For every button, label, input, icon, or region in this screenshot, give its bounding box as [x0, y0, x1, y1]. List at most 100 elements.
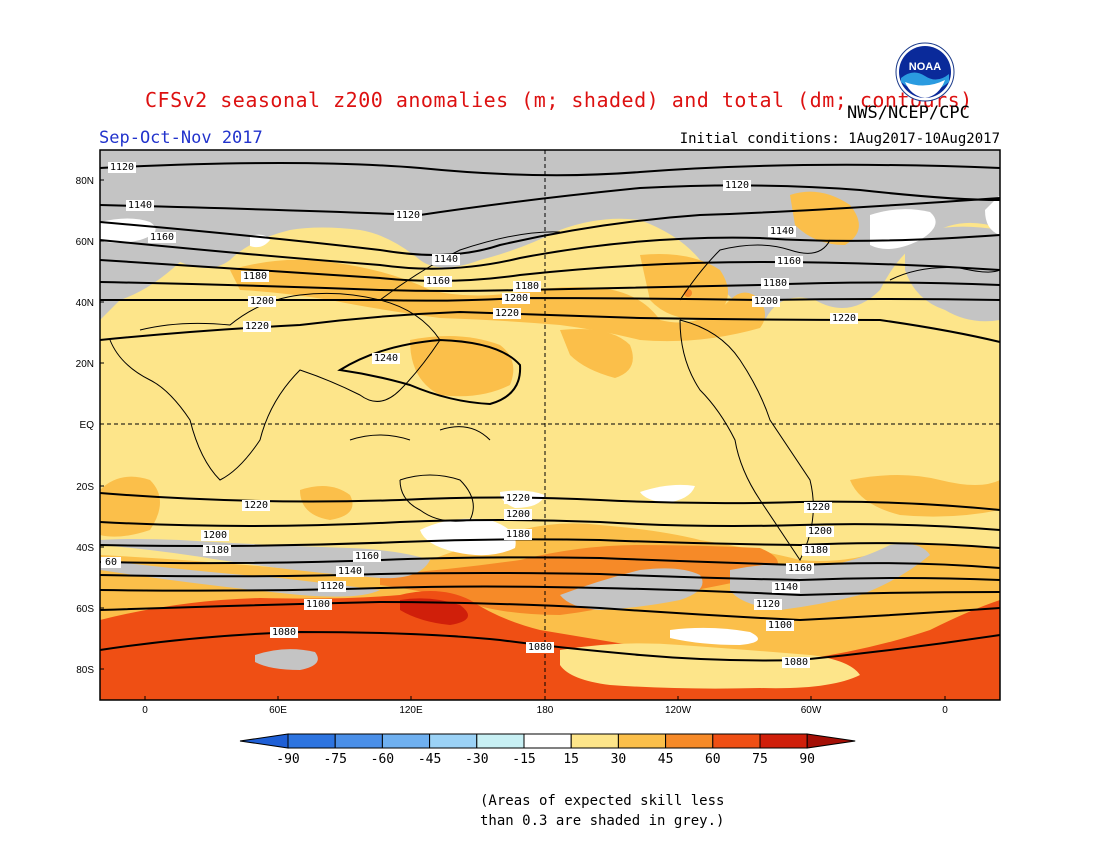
lat-label: 60N: [76, 237, 94, 248]
contour-label: 1180: [802, 545, 830, 556]
svg-text:1160: 1160: [426, 276, 450, 287]
contour-label: 1140: [768, 226, 796, 237]
svg-text:1200: 1200: [754, 296, 778, 307]
contour-label: 1120: [318, 581, 346, 592]
svg-text:1220: 1220: [506, 493, 530, 504]
svg-text:1180: 1180: [506, 529, 530, 540]
svg-text:1160: 1160: [355, 551, 379, 562]
contour-label: 1100: [304, 599, 332, 610]
svg-text:1140: 1140: [774, 582, 798, 593]
svg-text:1200: 1200: [203, 530, 227, 541]
contour-label: 1200: [752, 296, 780, 307]
svg-text:1200: 1200: [506, 509, 530, 520]
colorbar-cell: [712, 733, 761, 749]
contour-label: 1180: [761, 278, 789, 289]
svg-text:1180: 1180: [243, 271, 267, 282]
colorbar-label: 45: [658, 752, 674, 767]
contour-label: 1220: [242, 500, 270, 511]
svg-text:1100: 1100: [306, 599, 330, 610]
colorbar-cell: [523, 733, 572, 749]
contour-label: 1220: [830, 313, 858, 324]
lat-label: 80N: [76, 176, 94, 187]
svg-text:1200: 1200: [250, 296, 274, 307]
contour-label: 1200: [502, 293, 530, 304]
contour-label: 1120: [723, 180, 751, 191]
contour-label: 1160: [775, 256, 803, 267]
svg-text:1160: 1160: [150, 232, 174, 243]
colorbar-cell: [665, 733, 714, 749]
lat-label: 20S: [76, 482, 94, 493]
lon-label: 60E: [269, 705, 287, 716]
contour-label: 1180: [241, 271, 269, 282]
contour-label: 1120: [394, 210, 422, 221]
svg-text:1100: 1100: [768, 620, 792, 631]
longitude-ticks: [144, 696, 946, 700]
colorbar-cell: [381, 733, 431, 749]
contour-label: 1140: [432, 254, 460, 265]
lon-label: 60W: [801, 705, 822, 716]
colorbar-label: -30: [465, 752, 488, 767]
colorbar-cell: [476, 733, 525, 749]
contour-label: 1140: [126, 200, 154, 211]
contour-label: 1220: [493, 308, 521, 319]
map-frame: [99, 149, 1001, 701]
anomaly-shading: [100, 150, 1000, 700]
colorbar-cell: [806, 733, 856, 749]
contour-label: 1080: [526, 642, 554, 653]
longitude-axis: 0 60E 120E 180 120W 60W 0: [142, 705, 948, 716]
svg-text:1140: 1140: [338, 566, 362, 577]
lat-label: 40S: [76, 543, 94, 554]
contour-labels: 1120 1120 1120 1140 1140 1140 1160 1160 …: [101, 162, 858, 668]
contour-label: 1200: [806, 526, 834, 537]
lat-label: 80S: [76, 665, 94, 676]
svg-text:1120: 1120: [756, 599, 780, 610]
contour-label: 1180: [504, 529, 532, 540]
svg-text:1120: 1120: [320, 581, 344, 592]
contour-label: 1240: [372, 353, 400, 364]
contour-label: 1160: [786, 563, 814, 574]
colorbar-label: -15: [512, 752, 535, 767]
contour-label: 1200: [248, 296, 276, 307]
colorbar-cell: [617, 733, 667, 749]
svg-text:60: 60: [105, 557, 117, 568]
svg-text:1220: 1220: [806, 502, 830, 513]
colorbar-label: -60: [371, 752, 394, 767]
svg-text:1080: 1080: [272, 627, 296, 638]
colorbar-cell: [429, 733, 478, 749]
svg-text:1120: 1120: [110, 162, 134, 173]
svg-text:1220: 1220: [244, 500, 268, 511]
colorbar-label: 60: [705, 752, 721, 767]
svg-text:1200: 1200: [504, 293, 528, 304]
contour-label: 1160: [353, 551, 381, 562]
svg-text:1160: 1160: [788, 563, 812, 574]
lat-label: 40N: [76, 298, 94, 309]
lon-label: 180: [537, 705, 554, 716]
contour-label: 1180: [203, 545, 231, 556]
contour-label: 1220: [243, 321, 271, 332]
colorbar-label: 75: [752, 752, 768, 767]
svg-text:1220: 1220: [495, 308, 519, 319]
svg-text:1180: 1180: [763, 278, 787, 289]
colorbar-label: -75: [323, 752, 346, 767]
svg-text:1180: 1180: [515, 281, 539, 292]
svg-text:1220: 1220: [832, 313, 856, 324]
contour-label: 1080: [270, 627, 298, 638]
colorbar-label: -90: [276, 752, 299, 767]
contour-label: 1120: [754, 599, 782, 610]
contour-label: 1100: [766, 620, 794, 631]
svg-text:1240: 1240: [374, 353, 398, 364]
lon-label: 120W: [665, 705, 692, 716]
map-title: CFSv2 seasonal z200 anomalies (m; shaded…: [145, 88, 973, 112]
lon-label: 120E: [399, 705, 423, 716]
colorbar-label: 30: [611, 752, 627, 767]
svg-text:1140: 1140: [128, 200, 152, 211]
contour-label: 1140: [336, 566, 364, 577]
svg-text:1120: 1120: [725, 180, 749, 191]
agency-label: NWS/NCEP/CPC: [847, 103, 970, 123]
initial-conditions-label: Initial conditions: 1Aug2017-10Aug2017: [679, 131, 1000, 147]
lon-label: 0: [142, 705, 148, 716]
contour-label: 1160: [424, 276, 452, 287]
colorbar-cell: [334, 733, 383, 749]
svg-text:1180: 1180: [205, 545, 229, 556]
